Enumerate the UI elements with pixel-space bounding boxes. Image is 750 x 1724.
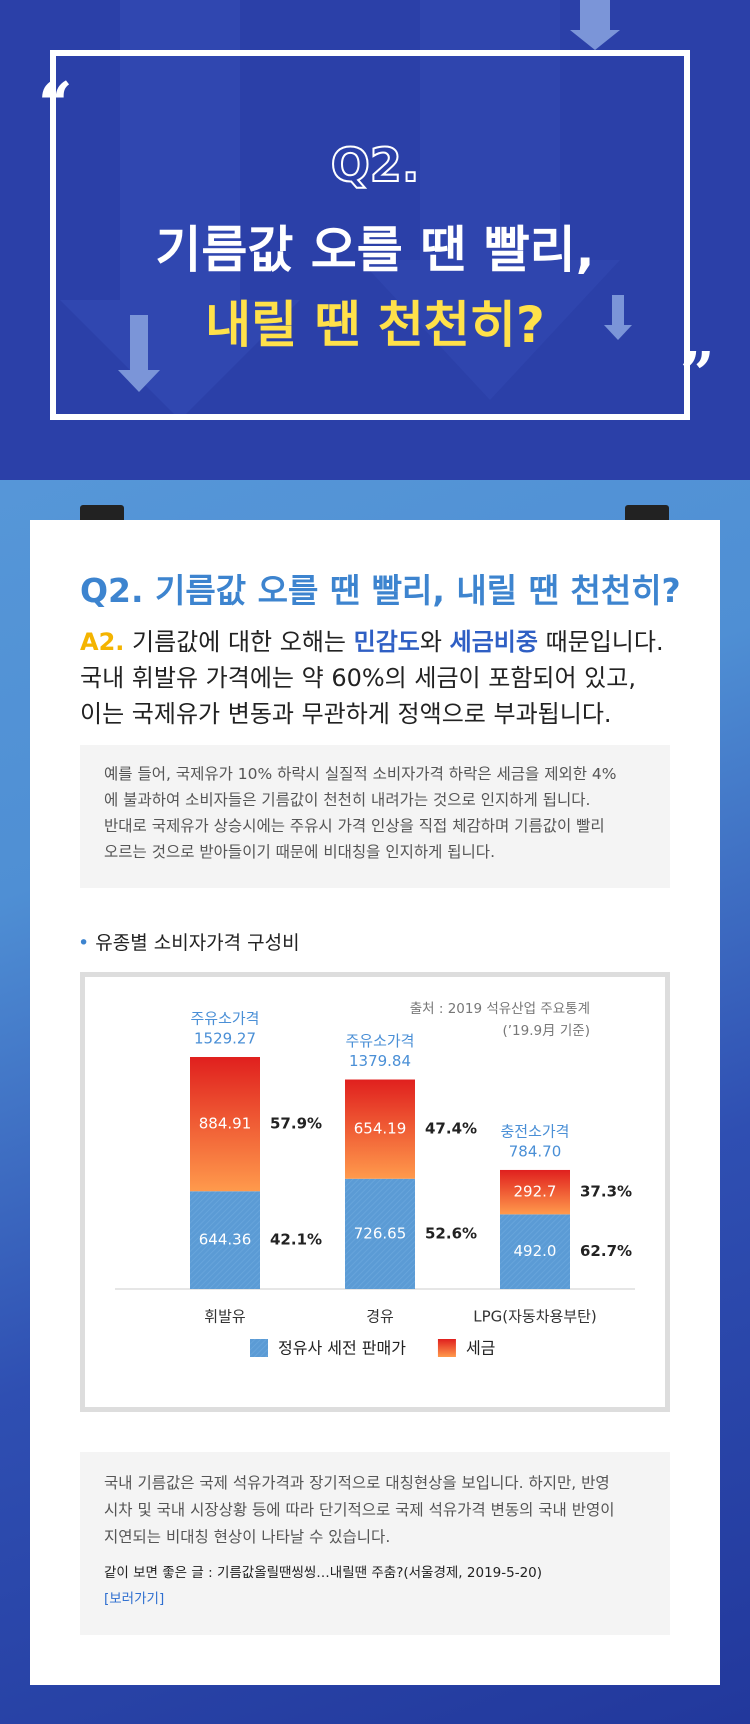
summary-text: 국내 기름값은 국제 석유가격과 장기적으로 대칭현상을 보입니다. 하지만, … (80, 1452, 670, 1551)
total-name: 충전소가격 (500, 1122, 569, 1140)
source: 출처 : 2019 석유산업 주요통계 (410, 1001, 590, 1017)
summary-box: 국내 기름값은 국제 석유가격과 장기적으로 대칭현상을 보입니다. 하지만, … (80, 1452, 670, 1635)
answer-label: A2. (80, 628, 125, 656)
q-label: Q2. (330, 137, 421, 193)
value-label: 654.19 (354, 1120, 407, 1138)
share-label: 37.3% (580, 1183, 632, 1201)
answer-highlight: 민감도 (353, 628, 420, 656)
note-line: 예를 들어, 국제유가 10% 하락시 실질적 소비자가격 하락은 세금을 제외… (104, 765, 617, 783)
header-decoration: “ ” (38, 0, 715, 420)
header-title: 내릴 땐 천천히? (205, 296, 545, 354)
total-name: 주유소가격 (345, 1032, 414, 1050)
value-label: 644.36 (199, 1231, 252, 1249)
header-frame (50, 50, 690, 420)
bar-segment (190, 1057, 260, 1192)
value-label: 726.65 (354, 1224, 407, 1242)
source: (’19.9月 기준) (502, 1023, 590, 1039)
chart-frame: 출처 : 2019 석유산업 주요통계 (’19.9月 기준) 644.36 42.1… (80, 972, 670, 1412)
value-label: 292.7 (514, 1183, 557, 1201)
summary-line: 시차 및 국내 시장상황 등에 따라 단기적으로 국제 석유가격 변동의 국내 … (104, 1501, 615, 1519)
card: Q2. 기름값 오를 땐 빨리, 내릴 땐 천천히? A2. 기름값에 대한 오… (30, 520, 720, 1685)
bar-segment (500, 1169, 570, 1215)
answer-text: 와 (419, 628, 450, 656)
card-heading: Q2. 기름값 오를 땐 빨리, 내릴 땐 천천히? (80, 571, 681, 610)
chart: 출처 : 2019 석유산업 주요통계 (’19.9月 기준) 644.36 42.1… (115, 1001, 635, 1358)
total-label: 1529.27 (194, 1030, 256, 1048)
note-line: 오르는 것으로 받아들이기 때문에 비대칭을 인지하게 됩니다. (104, 843, 495, 861)
header: “ ” Q2. 기름값 오를 땐 빨리, 내릴 땐 천천히? (0, 0, 750, 480)
total-label: 1379.84 (349, 1052, 411, 1070)
answer-text: 때문입니다. (537, 628, 664, 656)
bar-segment (190, 1191, 260, 1289)
answer-text: 국내 휘발유 가격에는 약 60%의 세금이 포함되어 있고, (80, 664, 636, 692)
answer-highlight: 세금비중 (449, 628, 538, 656)
answer-text: 기름값에 대한 오해는 (124, 628, 354, 656)
share-label: 52.6% (425, 1224, 477, 1242)
summary-line: 지연되는 비대칭 현상이 나타날 수 있습니다. (104, 1528, 391, 1546)
x-tick-label: LPG(자동차용부탄) (473, 1308, 597, 1326)
share-label: 57.9% (270, 1115, 322, 1133)
note-text: 예를 들어, 국제유가 10% 하락시 실질적 소비자가격 하락은 세금을 제외… (80, 745, 670, 881)
total-name: 주유소가격 (190, 1010, 259, 1028)
legend-label: 세금 (466, 1339, 495, 1358)
bar-segment (345, 1079, 415, 1179)
note-box: 예를 들어, 국제유가 10% 하락시 실질적 소비자가격 하락은 세금을 제외… (80, 745, 670, 888)
value-label: 884.91 (199, 1115, 252, 1133)
x-tick-label: 휘발유 (204, 1308, 246, 1326)
share-label: 42.1% (270, 1231, 322, 1249)
x-tick-label: 경유 (366, 1308, 394, 1326)
answer: A2. 기름값에 대한 오해는 민감도와 세금비중 때문입니다. (80, 622, 664, 657)
legend-swatch (437, 1339, 456, 1357)
bar-segment (500, 1214, 570, 1289)
note-line: 반대로 국제유가 상승시에는 주유시 가격 인상을 직접 체감하며 기름값이 빨… (104, 817, 605, 835)
header-title: 기름값 오를 땐 빨리, (155, 221, 595, 279)
total-label: 784.70 (509, 1142, 562, 1160)
share-label: 62.7% (580, 1242, 632, 1260)
legend-label: 정유사 세전 판매가 (278, 1339, 406, 1358)
bar-segment (345, 1178, 415, 1289)
note-line: 에 불과하여 소비자들은 기름값이 천천히 내려가는 것으로 인지하게 됩니다. (104, 791, 591, 809)
chart-heading-text: 유종별 소비자가격 구성비 (95, 932, 300, 954)
related-link[interactable]: [보러가기] (104, 1591, 165, 1607)
value-label: 492.0 (514, 1242, 557, 1260)
share-label: 47.4% (425, 1120, 477, 1138)
answer-text: 이는 국제유가 변동과 무관하게 정액으로 부과됩니다. (80, 700, 612, 728)
chart-heading: • 유종별 소비자가격 구성비 (78, 932, 300, 954)
related: 같이 보면 좋은 글 : 기름값올릴땐씽씽…내릴땐 주춤?(서울경제, 2019… (104, 1565, 543, 1581)
summary-line: 국내 기름값은 국제 석유가격과 장기적으로 대칭현상을 보입니다. 하지만, … (104, 1474, 610, 1492)
legend-swatch (250, 1339, 268, 1357)
